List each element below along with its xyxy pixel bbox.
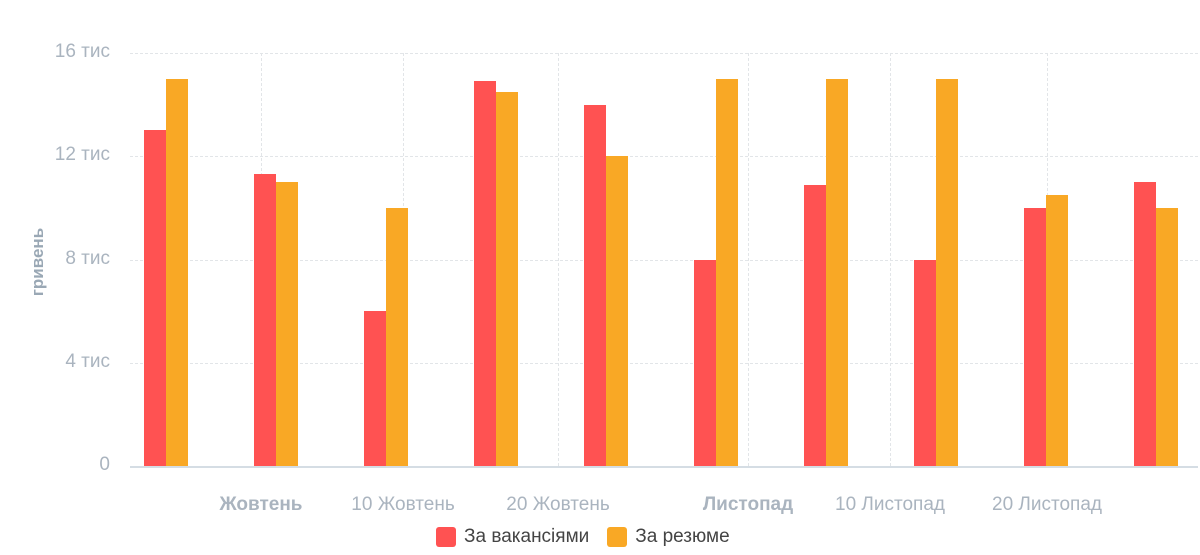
x-tick-label: Жовтень [219,494,303,515]
h-gridline [130,362,1198,364]
bar-resumes[interactable] [276,182,298,466]
bar-resumes[interactable] [386,207,408,466]
bar-vacancies[interactable] [804,184,826,466]
bar-resumes[interactable] [936,78,958,466]
resumes-swatch-icon [607,527,628,547]
y-tick-label: 12 тис [54,144,110,166]
legend-label: За резюме [635,526,730,547]
h-gridline [130,156,1198,158]
bar-vacancies[interactable] [914,259,936,466]
bar-vacancies[interactable] [1024,207,1046,466]
y-tick-label: 0 [99,454,110,475]
y-tick-label: 8 тис [65,247,110,269]
bar-vacancies[interactable] [364,311,386,466]
bar-resumes[interactable] [826,78,848,466]
legend-item-vacancies[interactable]: За вакансіями [436,526,589,548]
bar-vacancies[interactable] [1134,182,1156,466]
bar-vacancies[interactable] [474,81,496,466]
x-axis-line [130,466,1198,468]
h-gridline [130,259,1198,261]
bar-vacancies[interactable] [694,259,716,466]
v-gridline [890,53,891,466]
v-gridline [558,53,559,466]
legend-item-resumes[interactable]: За резюме [607,526,730,548]
bar-resumes[interactable] [1046,194,1068,466]
x-tick-label: 10 Листопад [835,494,945,515]
bar-resumes[interactable] [606,156,628,466]
legend: За вакансіями За резюме [436,526,730,548]
h-gridline [130,53,1198,54]
y-tick-label: 4 тис [65,350,110,372]
bar-vacancies[interactable] [144,130,166,466]
x-tick-label: 20 Листопад [992,494,1102,515]
vacancies-swatch-icon [436,527,456,547]
bar-vacancies[interactable] [584,104,606,466]
bar-resumes[interactable] [1156,207,1178,466]
bar-vacancies[interactable] [254,174,276,466]
bar-resumes[interactable] [496,91,518,466]
v-gridline [748,53,749,466]
bar-resumes[interactable] [166,78,188,466]
x-tick-label: 10 Жовтень [351,494,455,515]
y-tick-label: 16 тис [54,41,110,62]
bar-resumes[interactable] [716,78,738,466]
x-tick-label: 20 Жовтень [506,494,610,515]
legend-label: За вакансіями [464,526,590,547]
x-tick-label: Листопад [702,494,794,515]
